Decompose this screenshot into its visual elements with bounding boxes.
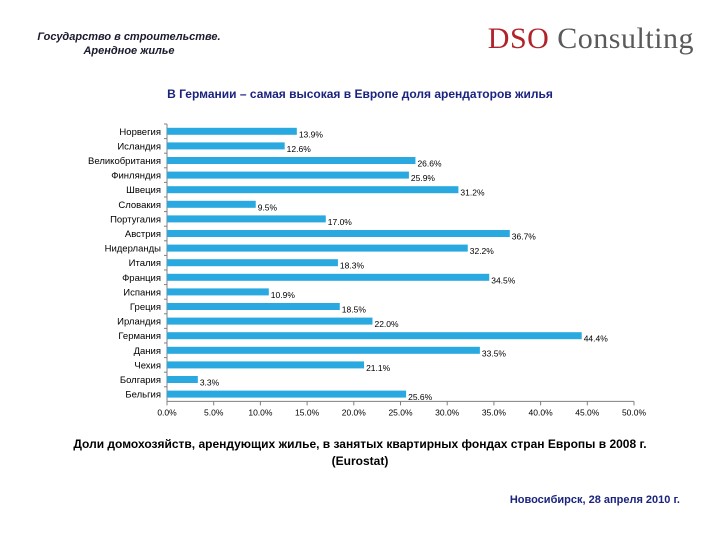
x-tick-label: 10.0% [248, 407, 273, 417]
data-label: 33.5% [482, 348, 507, 358]
category-label: Нидерланды [105, 244, 162, 255]
data-label: 31.2% [460, 188, 485, 198]
category-label: Словакия [118, 200, 161, 211]
bar [167, 390, 407, 398]
data-label: 17.0% [328, 217, 353, 227]
x-tick-label: 45.0% [575, 407, 600, 417]
caption-line2: (Eurostat) [331, 454, 389, 468]
category-label: Португалия [110, 214, 161, 225]
category-label: Италия [129, 258, 161, 269]
category-label: Великобритания [88, 156, 161, 167]
bar [167, 361, 365, 369]
x-tick-label: 50.0% [622, 407, 647, 417]
bar [167, 142, 285, 150]
bar [167, 288, 269, 296]
x-tick-label: 5.0% [204, 407, 224, 417]
category-label: Чехия [134, 360, 161, 371]
logo-dso: DSO [487, 22, 550, 55]
x-tick-label: 25.0% [388, 407, 413, 417]
bar [167, 200, 256, 208]
category-label: Испания [123, 287, 161, 298]
category-label: Франция [122, 273, 161, 284]
header-title: Государство в строительстве. Арендное жи… [14, 30, 244, 58]
caption-line1: Доли домохозяйств, арендующих жилье, в з… [73, 437, 647, 451]
category-label: Дания [134, 346, 161, 357]
bar [167, 230, 510, 237]
data-label: 13.9% [299, 129, 324, 139]
data-label: 25.6% [408, 392, 433, 402]
bar [167, 259, 338, 267]
data-label: 36.7% [512, 232, 537, 242]
bar [167, 332, 582, 340]
data-label: 9.5% [258, 202, 278, 212]
chart-title: В Германии – самая высокая в Европе доля… [167, 87, 553, 101]
category-label: Ирландия [117, 317, 161, 328]
category-label: Швеция [126, 185, 161, 196]
category-label: Болгария [120, 375, 161, 386]
header-title-line2: Арендное жилье [83, 45, 175, 57]
data-label: 26.6% [417, 159, 442, 169]
bar [167, 376, 198, 383]
bar [167, 171, 409, 179]
bar [167, 317, 373, 325]
data-label: 12.6% [287, 144, 312, 154]
bar [167, 273, 490, 281]
bar [167, 127, 297, 135]
category-label: Норвегия [119, 127, 161, 138]
x-tick-label: 0.0% [157, 407, 177, 417]
x-tick-label: 20.0% [342, 407, 367, 417]
bar [167, 346, 480, 354]
data-label: 25.9% [411, 173, 436, 183]
data-label: 18.3% [340, 261, 365, 271]
x-tick-label: 40.0% [529, 407, 554, 417]
bar [167, 186, 459, 194]
bar [167, 157, 416, 164]
bar [167, 244, 468, 252]
data-label: 22.0% [374, 319, 399, 329]
data-label: 3.3% [200, 378, 220, 388]
x-tick-label: 30.0% [435, 407, 460, 417]
chart-caption: Доли домохозяйств, арендующих жилье, в з… [40, 436, 680, 470]
category-label: Германия [118, 331, 161, 342]
x-tick-label: 15.0% [295, 407, 320, 417]
logo-consulting: Consulting [549, 22, 694, 55]
category-label: Исландия [117, 141, 161, 152]
data-label: 21.1% [366, 363, 391, 373]
data-label: 34.5% [491, 275, 516, 285]
category-label: Австрия [125, 229, 161, 240]
company-logo: DSO Consulting [488, 22, 694, 56]
category-label: Бельгия [125, 390, 161, 401]
footer-date: Новосибирск, 28 апреля 2010 г. [509, 494, 680, 506]
data-label: 18.5% [342, 305, 367, 315]
bar-chart: 0.0% 5.0% 10.0% 15.0% 20.0% 25.0% 30.0% 35.0% 40… [88, 123, 647, 417]
x-tick-label: 35.0% [482, 407, 507, 417]
data-label: 10.9% [271, 290, 296, 300]
bar [167, 303, 340, 310]
category-label: Финляндия [111, 171, 161, 182]
data-label: 44.4% [584, 334, 609, 344]
bar [167, 215, 326, 223]
category-label: Греция [130, 302, 161, 313]
header-title-line1: Государство в строительстве. [37, 31, 221, 43]
data-label: 32.2% [470, 246, 495, 256]
